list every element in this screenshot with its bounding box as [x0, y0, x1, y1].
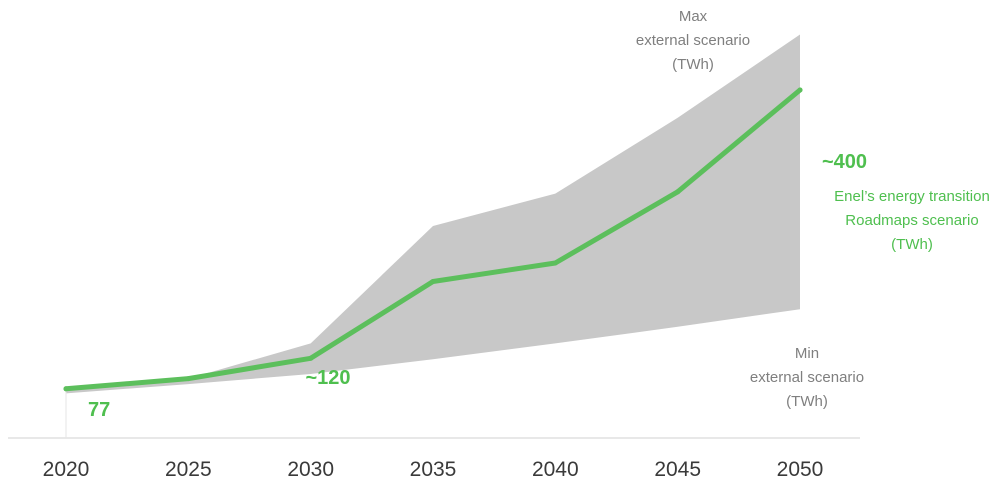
- enel-point-2030: [308, 355, 314, 361]
- enel-label-line-1: Enel’s energy transition: [834, 188, 990, 205]
- max-label-line-2: external scenario: [636, 32, 750, 49]
- x-tick-2035: 2035: [410, 458, 457, 478]
- enel-point-2040: [552, 260, 558, 266]
- end-value-label: ~400: [822, 151, 867, 173]
- enel-label-line-2: Roadmaps scenario: [845, 212, 978, 229]
- enel-scenario-label: Enel’s energy transition Roadmaps scenar…: [834, 188, 990, 253]
- max-label-line-3: (TWh): [672, 56, 714, 73]
- enel-point-2035: [430, 279, 436, 284]
- min-label-line-1: Min: [795, 345, 819, 362]
- enel-point-2050: [797, 87, 803, 93]
- min-label-line-2: external scenario: [750, 369, 864, 386]
- scenario-range-band: [66, 34, 800, 394]
- x-tick-2020: 2020: [43, 458, 90, 478]
- x-tick-2030: 2030: [287, 458, 334, 478]
- x-tick-2050: 2050: [777, 458, 824, 478]
- x-tick-2045: 2045: [654, 458, 701, 478]
- min-label-line-3: (TWh): [786, 393, 828, 410]
- enel-point-2045: [675, 189, 681, 195]
- mid-value-label: ~120: [305, 367, 350, 389]
- x-tick-2025: 2025: [165, 458, 212, 478]
- start-value-label: 77: [88, 399, 110, 421]
- enel-point-2025: [185, 376, 191, 382]
- enel-label-line-3: (TWh): [891, 236, 933, 253]
- max-scenario-label: Max external scenario (TWh): [636, 8, 750, 73]
- x-tick-labels: 2020 2025 2030 2035 2040 2045 2050: [43, 458, 824, 478]
- max-label-line-1: Max: [679, 8, 708, 25]
- enel-point-2020: [63, 386, 69, 392]
- min-scenario-label: Min external scenario (TWh): [750, 345, 864, 410]
- x-tick-2040: 2040: [532, 458, 579, 478]
